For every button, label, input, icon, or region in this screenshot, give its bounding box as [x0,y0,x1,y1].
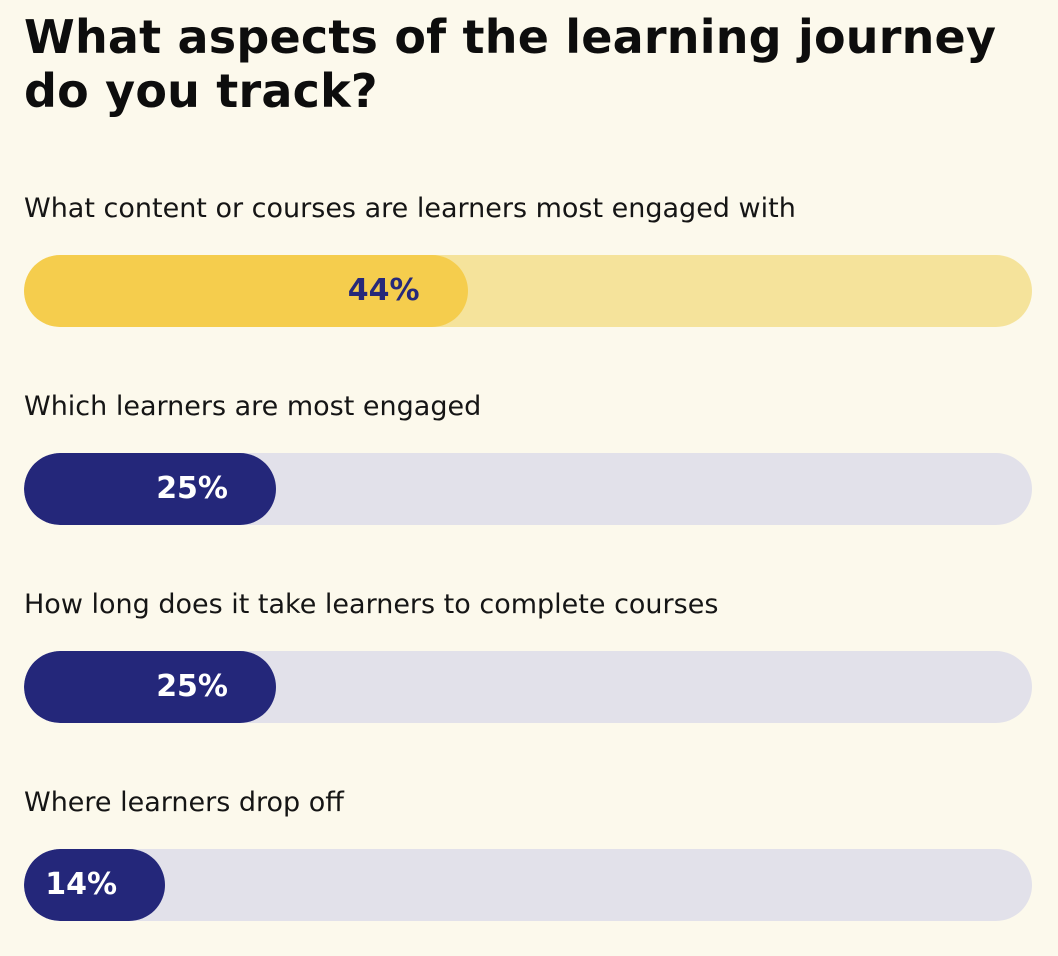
bar-fill [24,255,468,327]
value-label: 14% [45,867,118,902]
value-label: 25% [156,669,228,704]
category-label: How long does it take learners to comple… [24,589,719,620]
chart-title: What aspects of the learning journey do … [24,10,997,118]
bar-fill [24,651,276,723]
bar-fill [24,453,276,525]
value-label: 44% [347,273,420,308]
bar-track: 14% [24,849,1032,921]
category-label: Where learners drop off [24,787,344,818]
bar-track: 44% [24,255,1032,327]
bar-track: 25% [24,453,1032,525]
category-label: What content or courses are learners mos… [24,193,796,224]
value-label: 25% [156,471,228,506]
bar-fill [24,849,166,921]
bar-track: 25% [24,651,1032,723]
category-label: Which learners are most engaged [24,391,482,422]
